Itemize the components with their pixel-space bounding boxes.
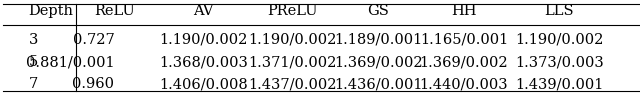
Text: 1.439/0.001: 1.439/0.001: [515, 77, 604, 91]
Text: 1.190/0.002: 1.190/0.002: [159, 33, 248, 47]
Text: 0.881/0.001: 0.881/0.001: [26, 55, 115, 69]
Text: ReLU: ReLU: [94, 4, 135, 18]
Text: GS: GS: [367, 4, 389, 18]
Text: 1.406/0.008: 1.406/0.008: [159, 77, 248, 91]
Text: 1.436/0.001: 1.436/0.001: [334, 77, 422, 91]
Text: 1.369/0.002: 1.369/0.002: [334, 55, 422, 69]
Text: 5: 5: [29, 55, 38, 69]
Text: 1.189/0.001: 1.189/0.001: [334, 33, 422, 47]
Text: Depth: Depth: [29, 4, 74, 18]
Text: 1.437/0.002: 1.437/0.002: [248, 77, 337, 91]
Text: PReLU: PReLU: [267, 4, 317, 18]
Text: 1.369/0.002: 1.369/0.002: [420, 55, 508, 69]
Text: 1.165/0.001: 1.165/0.001: [420, 33, 508, 47]
Text: HH: HH: [451, 4, 477, 18]
Text: 1.440/0.003: 1.440/0.003: [420, 77, 508, 91]
Text: 1.190/0.002: 1.190/0.002: [248, 33, 337, 47]
Text: 3: 3: [29, 33, 38, 47]
Text: 0.727: 0.727: [73, 33, 115, 47]
Text: 0.960: 0.960: [72, 77, 115, 91]
Text: 1.373/0.003: 1.373/0.003: [515, 55, 604, 69]
Text: AV: AV: [193, 4, 214, 18]
Text: 1.371/0.002: 1.371/0.002: [248, 55, 337, 69]
Text: 1.368/0.003: 1.368/0.003: [159, 55, 248, 69]
Text: 1.190/0.002: 1.190/0.002: [515, 33, 604, 47]
Text: 7: 7: [29, 77, 38, 91]
Text: LLS: LLS: [545, 4, 574, 18]
